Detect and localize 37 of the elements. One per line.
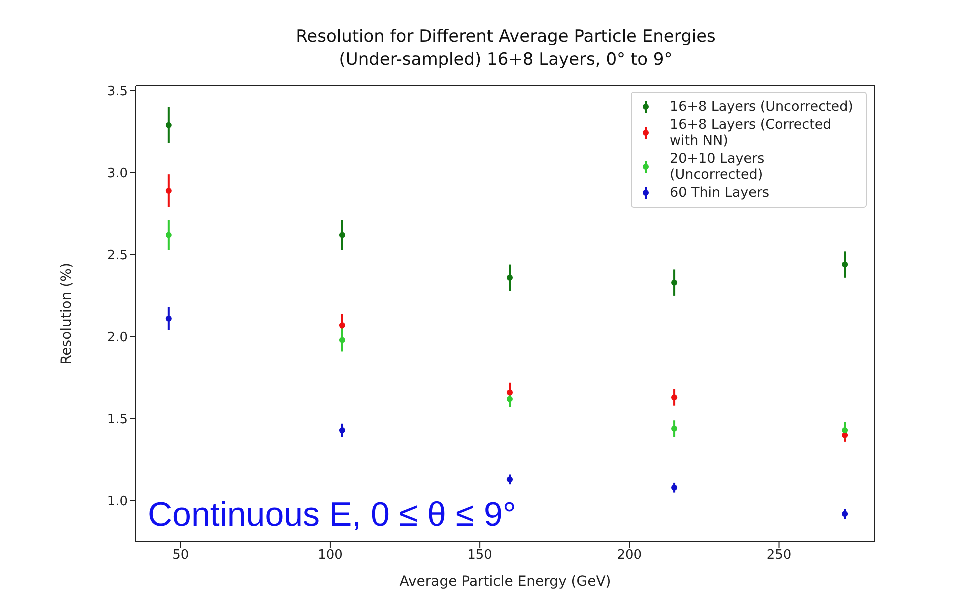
y-tick-label: 1.5 <box>107 412 128 428</box>
x-tick-label: 150 <box>468 548 492 564</box>
point <box>339 322 346 328</box>
x-tick-label: 250 <box>766 548 792 564</box>
point <box>506 476 513 483</box>
x-axis-title: Average Particle Energy (GeV) <box>400 574 612 590</box>
point <box>339 427 346 434</box>
point <box>166 232 172 238</box>
y-tick-label: 2.0 <box>107 330 128 346</box>
legend-label: 16+8 Layers (Uncorrected) <box>670 99 854 115</box>
y-tick-label: 2.5 <box>107 248 128 264</box>
y-tick-label: 3.0 <box>107 166 128 182</box>
point <box>672 280 678 286</box>
point <box>166 122 172 128</box>
point <box>506 396 513 402</box>
x-tick-label: 50 <box>172 548 190 564</box>
point <box>506 390 513 396</box>
legend-label: 20+10 Layers (Uncorrected) <box>670 151 766 183</box>
point <box>339 337 346 344</box>
y-tick-label: 1.0 <box>107 494 128 510</box>
y-axis-title: Resolution (%) <box>58 263 75 365</box>
point <box>672 394 678 401</box>
legend-label: 16+8 Layers (Corrected with NN) <box>670 117 833 149</box>
point <box>842 427 848 434</box>
annotation: Continuous E, 0 ≤ θ ≤ 9° <box>148 496 516 535</box>
x-tick-label: 100 <box>318 548 343 564</box>
point <box>672 426 678 432</box>
point <box>339 232 346 238</box>
legend-label: 60 Thin Layers <box>670 185 770 201</box>
point <box>506 274 513 281</box>
point <box>166 188 172 194</box>
chart-title: Resolution for Different Average Particle Energies <box>295 26 717 49</box>
point <box>842 262 848 268</box>
point <box>166 316 172 322</box>
x-tick-label: 200 <box>617 548 642 564</box>
chart-subtitle: (Under-sampled) 16+8 Layers, 0° to 9° <box>338 49 674 72</box>
y-tick-label: 3.5 <box>107 84 128 100</box>
